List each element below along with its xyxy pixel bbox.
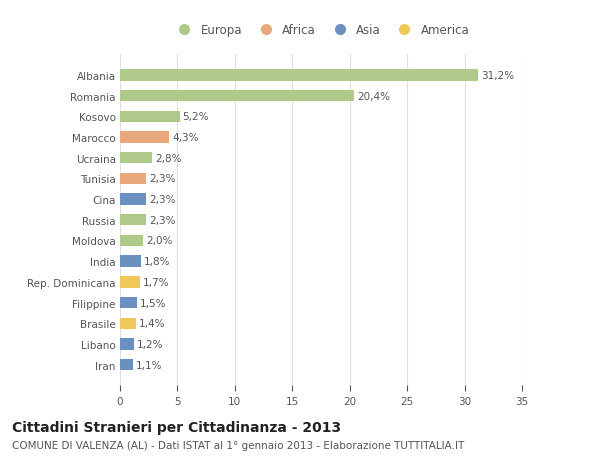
- Bar: [120, 112, 180, 123]
- Text: 20,4%: 20,4%: [357, 91, 390, 101]
- Bar: [120, 339, 134, 350]
- Text: 2,3%: 2,3%: [149, 215, 176, 225]
- Text: 2,0%: 2,0%: [146, 236, 172, 246]
- Text: 31,2%: 31,2%: [481, 71, 514, 81]
- Bar: [120, 359, 133, 370]
- Text: 1,8%: 1,8%: [143, 257, 170, 267]
- Text: 1,5%: 1,5%: [140, 298, 167, 308]
- Bar: [120, 256, 140, 267]
- Text: 2,8%: 2,8%: [155, 153, 182, 163]
- Text: 1,1%: 1,1%: [136, 360, 162, 370]
- Bar: [120, 297, 137, 308]
- Bar: [120, 194, 146, 205]
- Text: 1,2%: 1,2%: [137, 339, 163, 349]
- Bar: [120, 318, 136, 329]
- Text: COMUNE DI VALENZA (AL) - Dati ISTAT al 1° gennaio 2013 - Elaborazione TUTTITALIA: COMUNE DI VALENZA (AL) - Dati ISTAT al 1…: [12, 440, 464, 450]
- Bar: [120, 235, 143, 246]
- Text: 2,3%: 2,3%: [149, 195, 176, 205]
- Bar: [120, 277, 140, 288]
- Bar: [120, 215, 146, 226]
- Text: 5,2%: 5,2%: [182, 112, 209, 122]
- Bar: [120, 153, 152, 164]
- Bar: [120, 70, 478, 81]
- Legend: Europa, Africa, Asia, America: Europa, Africa, Asia, America: [170, 21, 472, 39]
- Text: 1,4%: 1,4%: [139, 319, 166, 329]
- Text: Cittadini Stranieri per Cittadinanza - 2013: Cittadini Stranieri per Cittadinanza - 2…: [12, 420, 341, 434]
- Bar: [120, 174, 146, 185]
- Text: 2,3%: 2,3%: [149, 174, 176, 184]
- Bar: [120, 91, 355, 102]
- Text: 4,3%: 4,3%: [172, 133, 199, 143]
- Text: 1,7%: 1,7%: [142, 277, 169, 287]
- Bar: [120, 132, 169, 143]
